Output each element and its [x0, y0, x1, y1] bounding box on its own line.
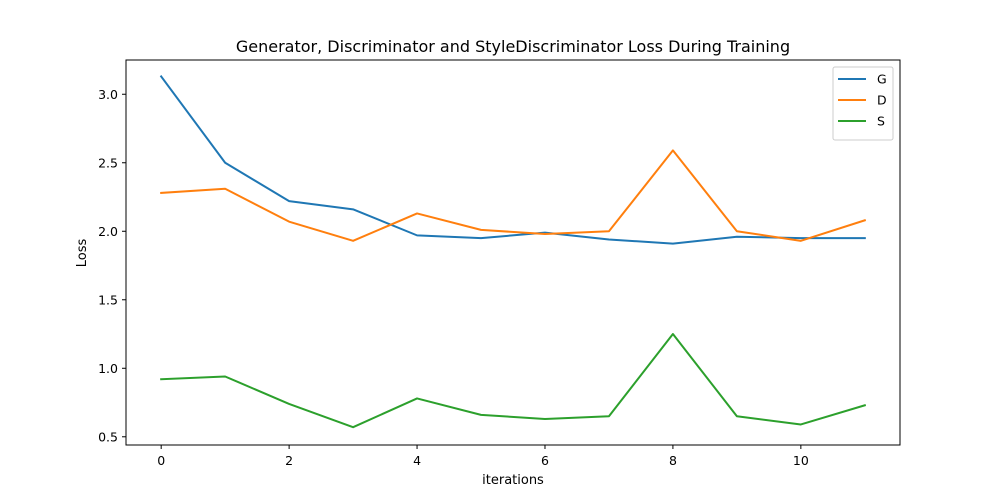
y-tick-label: 1.0 — [98, 361, 118, 376]
x-tick-label: 6 — [541, 453, 549, 468]
y-tick-label: 3.0 — [98, 87, 118, 102]
legend-label-G: G — [877, 72, 887, 87]
legend-label-S: S — [877, 114, 885, 129]
y-tick-label: 2.5 — [98, 155, 118, 170]
x-tick-label: 2 — [285, 453, 293, 468]
y-tick-label: 2.0 — [98, 224, 118, 239]
series-line-S — [160, 333, 867, 429]
plot-frame — [125, 59, 901, 446]
legend-label-D: D — [877, 93, 887, 108]
series-line-G — [159, 75, 866, 245]
series-line-D — [160, 149, 867, 242]
x-tick-label: 8 — [669, 453, 677, 468]
x-tick-label: 4 — [413, 453, 421, 468]
y-tick-label: 0.5 — [98, 429, 118, 444]
y-tick-label: 1.5 — [98, 292, 118, 307]
chart-title: Generator, Discriminator and StyleDiscri… — [236, 37, 790, 56]
x-tick-label: 0 — [157, 453, 165, 468]
x-axis-label: iterations — [482, 473, 544, 488]
y-axis-label: Loss — [75, 239, 90, 268]
x-tick-label: 10 — [793, 453, 809, 468]
plot-area: 0 2 4 6 8 10 0.5 1.0 1.5 2.0 2.5 3.0 GDS — [98, 59, 901, 468]
